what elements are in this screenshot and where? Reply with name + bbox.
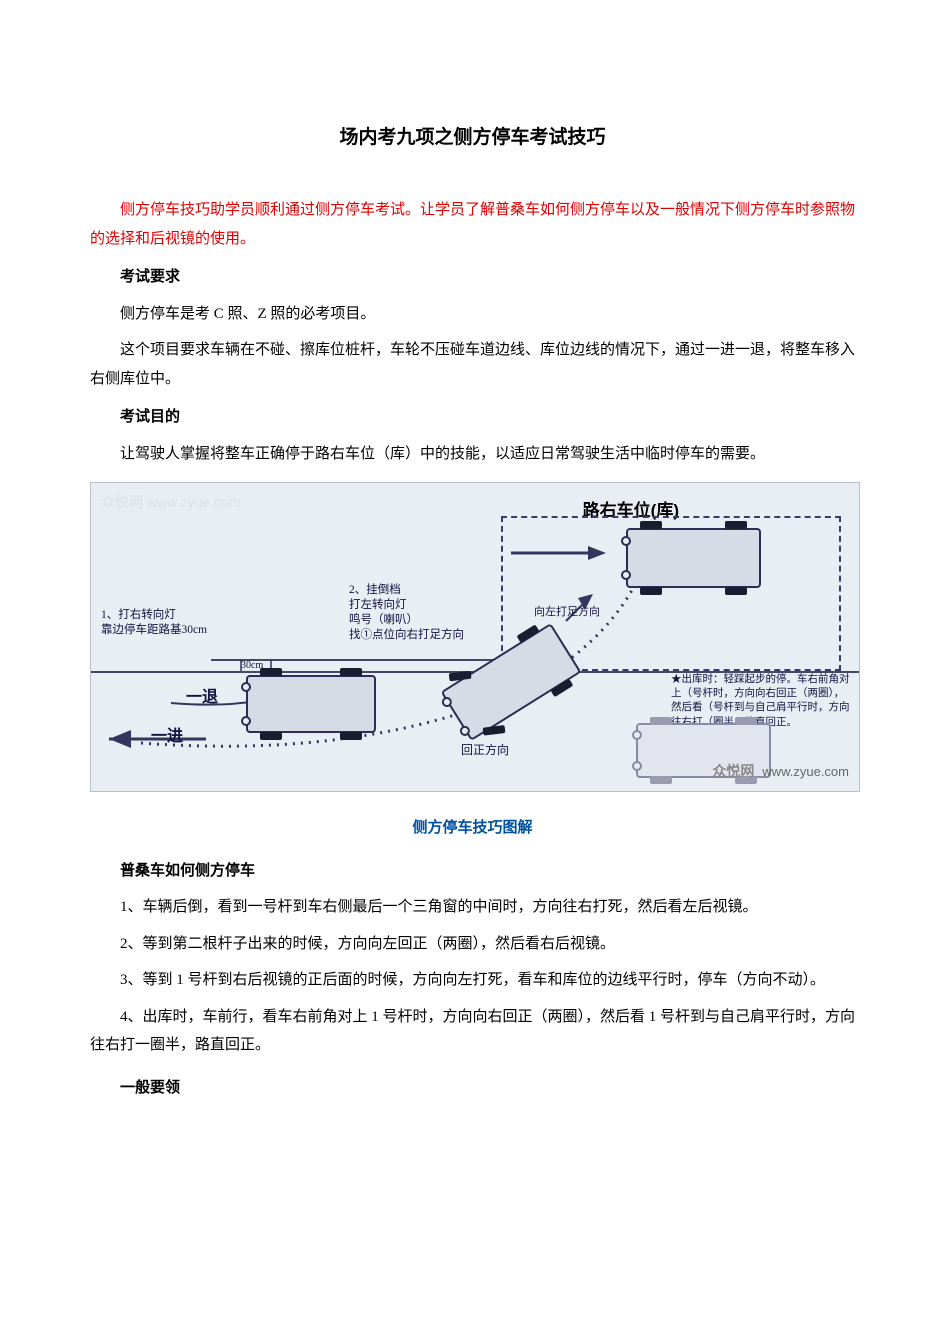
diagram-align-text: 回正方向 [461, 743, 509, 759]
diagram-step1-text: 1、打右转向灯 靠边停车距路基30cm [101, 608, 246, 638]
diagram-turn-left-text: 向左打足方向 [534, 605, 600, 619]
diagram-container: 众悦网 www.zyue.com 路右车位(库) [90, 482, 860, 792]
parking-diagram: 众悦网 www.zyue.com 路右车位(库) [90, 482, 860, 792]
car-1 [246, 675, 376, 733]
page-title: 场内考九项之侧方停车考试技巧 [90, 120, 855, 156]
watermark-top: 众悦网 www.zyue.com [101, 489, 240, 516]
figure-caption: 侧方停车技巧图解 [90, 814, 855, 843]
diagram-step2-text: 2、挂倒档 打左转向灯 鸣号（喇叭） 找①点位向右打足方向 [349, 583, 499, 643]
step-2: 2、等到第二根杆子出来的时候，方向向左回正（两圈），然后看右后视镜。 [90, 930, 855, 959]
intro-paragraph: 侧方停车技巧助学员顺利通过侧方停车考试。让学员了解普桑车如何侧方停车以及一般情况… [90, 196, 855, 253]
heading-general: 一般要领 [90, 1074, 855, 1103]
watermark-bottom-url: www.zyue.com [762, 764, 849, 779]
req-para-1: 侧方停车是考 C 照、Z 照的必考项目。 [90, 300, 855, 329]
heading-pusang: 普桑车如何侧方停车 [90, 857, 855, 886]
diagram-right-note: ★出库时：轻踩起步的停。车右前角对上（号杆时，方向向右回正（两圈），然后看（号杆… [671, 673, 851, 730]
heading-requirements: 考试要求 [90, 263, 855, 292]
goal-para: 让驾驶人掌握将整车正确停于路右车位（库）中的技能，以适应日常驾驶生活中临时停车的… [90, 440, 855, 469]
step-3: 3、等到 1 号杆到右后视镜的正后面的时候，方向向左打死，看车和库位的边线平行时… [90, 966, 855, 995]
step-4: 4、出库时，车前行，看车右前角对上 1 号杆时，方向向右回正（两圈），然后看 1… [90, 1003, 855, 1060]
car-3 [626, 528, 761, 588]
heading-goal: 考试目的 [90, 403, 855, 432]
diagram-back-label: 一退 [186, 688, 218, 709]
diagram-forward-label: 一进 [151, 727, 183, 748]
step-1: 1、车辆后倒，看到一号杆到车右侧最后一个三角窗的中间时，方向往右打死，然后看左后… [90, 893, 855, 922]
req-para-2: 这个项目要求车辆在不碰、擦库位桩杆，车轮不压碰车道边线、库位边线的情况下，通过一… [90, 336, 855, 393]
watermark-bottom-cn: 众悦网 [712, 763, 754, 779]
watermark-bottom: 众悦网 www.zyue.com [712, 758, 849, 785]
